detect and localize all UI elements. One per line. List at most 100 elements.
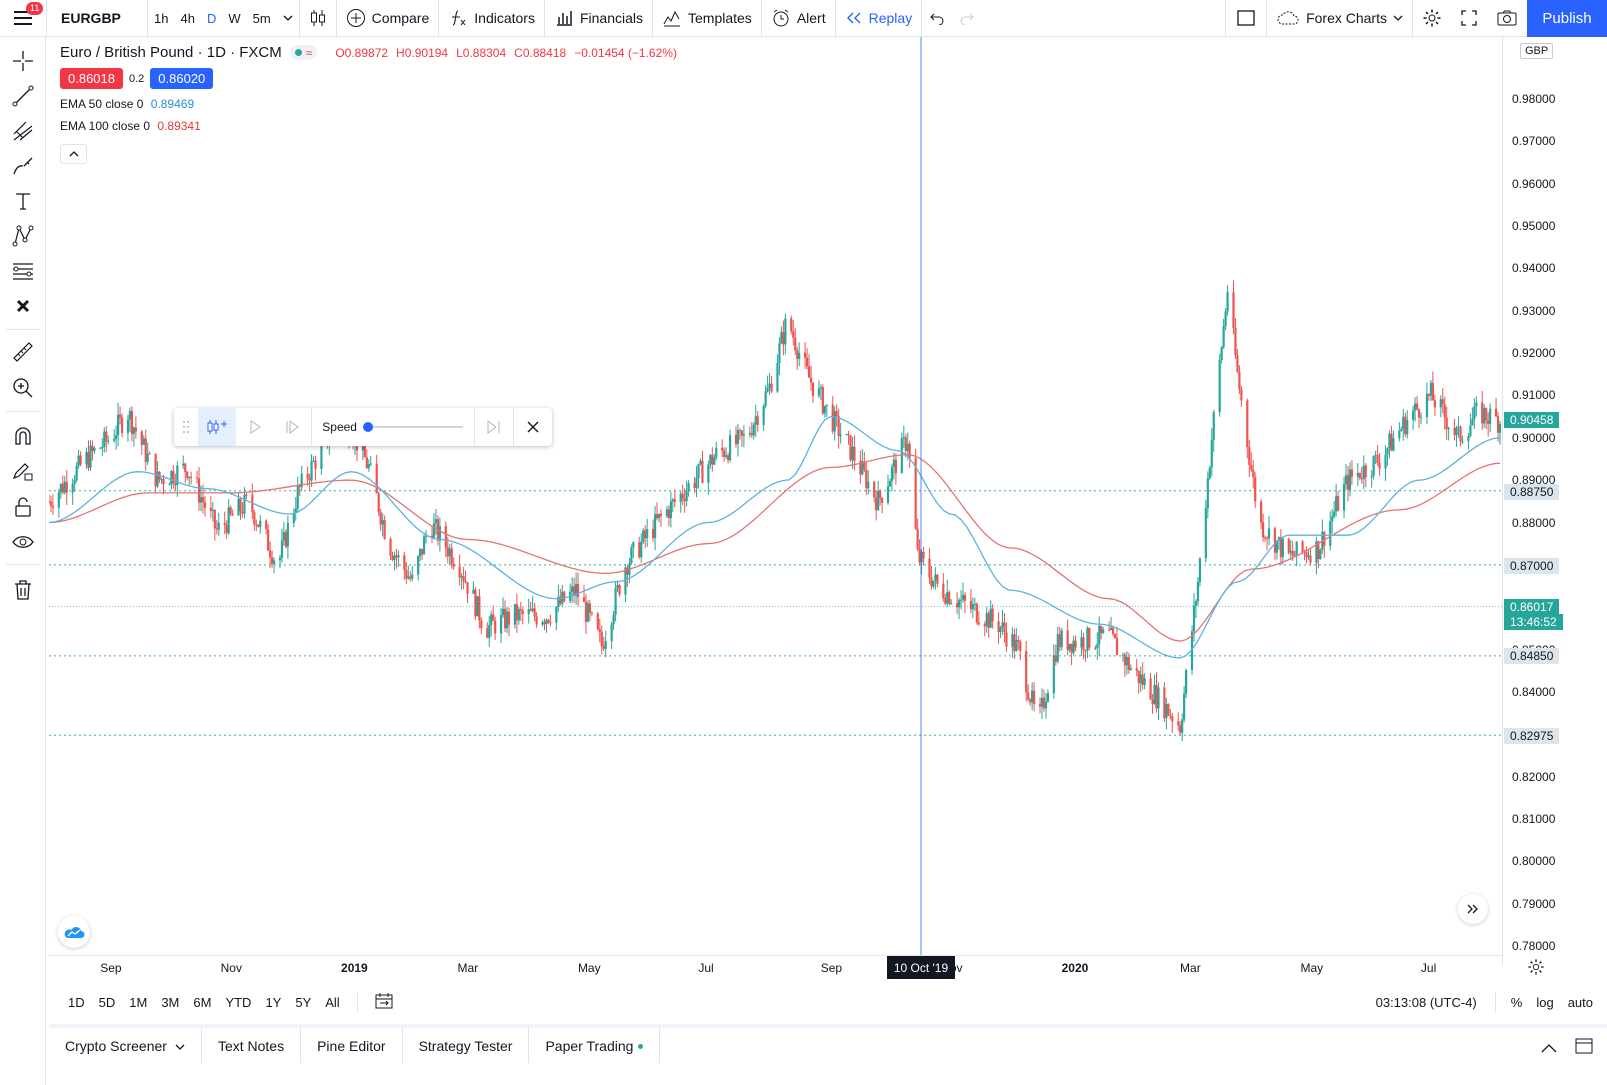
square-layout-icon [1237,10,1255,26]
financials-button[interactable]: Financials [545,0,652,37]
snapshot-button[interactable] [1487,0,1527,37]
settings-button[interactable] [1413,0,1451,37]
candle [999,625,1002,638]
redo-button[interactable] [952,0,982,37]
ema100-line[interactable] [49,454,1501,642]
range-ytd[interactable]: YTD [225,994,252,1010]
replay-button[interactable]: Replay [836,0,922,37]
range-5y[interactable]: 5Y [295,994,312,1010]
range-3m[interactable]: 3M [161,994,180,1010]
pitchfork-tool[interactable] [8,116,38,146]
candle [1447,426,1450,441]
candle [602,636,605,651]
tab-text-notes[interactable]: Text Notes [202,1028,302,1063]
layout-select-button[interactable] [1226,0,1266,37]
range-all[interactable]: All [325,994,340,1010]
tab-paper-trading[interactable]: Paper Trading [529,1028,661,1063]
tradingview-logo[interactable] [58,916,90,948]
candle [411,565,414,582]
maximize-panel-button[interactable] [1567,1028,1607,1057]
candle [211,501,214,522]
auto-scale-toggle[interactable]: auto [1567,994,1593,1010]
jump-to-realtime-button[interactable] [475,420,513,434]
brush-tool[interactable] [8,151,38,181]
trend-line-tool[interactable] [8,81,38,111]
ema50-legend-row[interactable]: EMA 50 close 0 0.89469 [60,97,677,111]
undo-button[interactable] [922,0,952,37]
percent-scale-toggle[interactable]: % [1510,994,1523,1010]
ema50-line[interactable] [49,415,1501,659]
tab-strategy-tester[interactable]: Strategy Tester [403,1028,530,1063]
candle [239,496,242,520]
range-1d[interactable]: 1D [68,994,85,1010]
candle [573,577,576,603]
candle [1179,721,1182,736]
time-axis[interactable] [49,955,1502,980]
zoom-tool[interactable] [8,373,38,403]
collapse-panel-button[interactable] [1531,1028,1567,1068]
interval-dropdown-button[interactable] [277,0,299,37]
tab-crypto-screener[interactable]: Crypto Screener [49,1028,202,1063]
text-tool[interactable] [8,186,38,216]
drawing-toolbar [0,37,46,1085]
crosshair-tool[interactable] [8,46,38,76]
interval-d[interactable]: D [206,10,217,26]
symbol-title[interactable]: Euro / British Pound · 1D · FXCM [60,44,282,61]
measure-tool[interactable] [8,337,38,367]
top-toolbar: 11 EURGBP 1h 4h D W 5m Compare Indicator… [0,0,1607,37]
publish-button[interactable]: Publish [1527,0,1607,37]
market-status-pill[interactable]: ≈ [289,45,318,60]
indicators-button[interactable]: Indicators [439,0,544,37]
sell-price-button[interactable]: 0.86018 [60,68,123,89]
prediction-tool[interactable] [8,256,38,286]
interval-4h[interactable]: 4h [180,10,195,26]
range-1m[interactable]: 1M [129,994,148,1010]
range-1y[interactable]: 1Y [265,994,282,1010]
pattern-tool[interactable] [8,221,38,251]
buy-price-button[interactable]: 0.86020 [150,68,214,89]
ema100-legend-row[interactable]: EMA 100 close 0 0.89341 [60,119,677,133]
interval-1h[interactable]: 1h [154,10,169,26]
speed-slider[interactable] [362,422,463,432]
keep-drawing-tool[interactable] [8,456,38,486]
lock-drawings-tool[interactable] [8,492,38,522]
symbol-search-button[interactable]: EURGBP [61,10,121,26]
candle [1455,425,1458,447]
templates-button[interactable]: Templates [653,0,761,37]
interval-5m[interactable]: 5m [252,10,271,26]
drag-handle[interactable] [174,420,198,434]
play-button[interactable] [236,420,274,434]
chart-type-button[interactable] [300,0,336,37]
layout-name-button[interactable]: Forex Charts [1267,0,1412,37]
delete-drawings-tool[interactable] [8,575,38,605]
main-menu-button[interactable]: 11 [0,0,46,37]
collapse-legend-button[interactable] [60,144,87,164]
range-6m[interactable]: 6M [193,994,212,1010]
candle [115,425,118,450]
candle [1414,397,1417,422]
magnet-tool[interactable] [8,421,38,451]
hide-drawings-tool[interactable] [8,527,38,557]
alert-button[interactable]: Alert [762,0,835,37]
select-bar-button[interactable] [197,408,236,446]
log-scale-toggle[interactable]: log [1536,994,1554,1010]
clock-timezone[interactable]: 03:13:08 (UTC-4) [1375,994,1477,1010]
axis-settings-button[interactable] [1527,958,1545,981]
speed-slider-handle[interactable] [362,422,373,432]
range-5d[interactable]: 5D [98,994,116,1010]
candle [1234,318,1237,359]
compare-button[interactable]: Compare [337,0,439,37]
candle [1038,697,1042,714]
scroll-to-realtime-button[interactable] [1458,894,1488,924]
price-axis[interactable] [1502,37,1607,965]
fullscreen-button[interactable] [1451,0,1487,37]
goto-date-button[interactable] [368,992,400,1012]
candle [875,490,878,521]
remove-drawings-tool[interactable] [8,291,38,321]
price-chart[interactable] [49,37,1554,979]
chart-legend: Euro / British Pound · 1D · FXCM ≈ O0.89… [60,44,677,133]
forward-step-button[interactable] [273,420,311,434]
close-replay-button[interactable] [514,420,552,434]
tab-pine-editor[interactable]: Pine Editor [301,1028,403,1063]
interval-w[interactable]: W [228,10,241,26]
